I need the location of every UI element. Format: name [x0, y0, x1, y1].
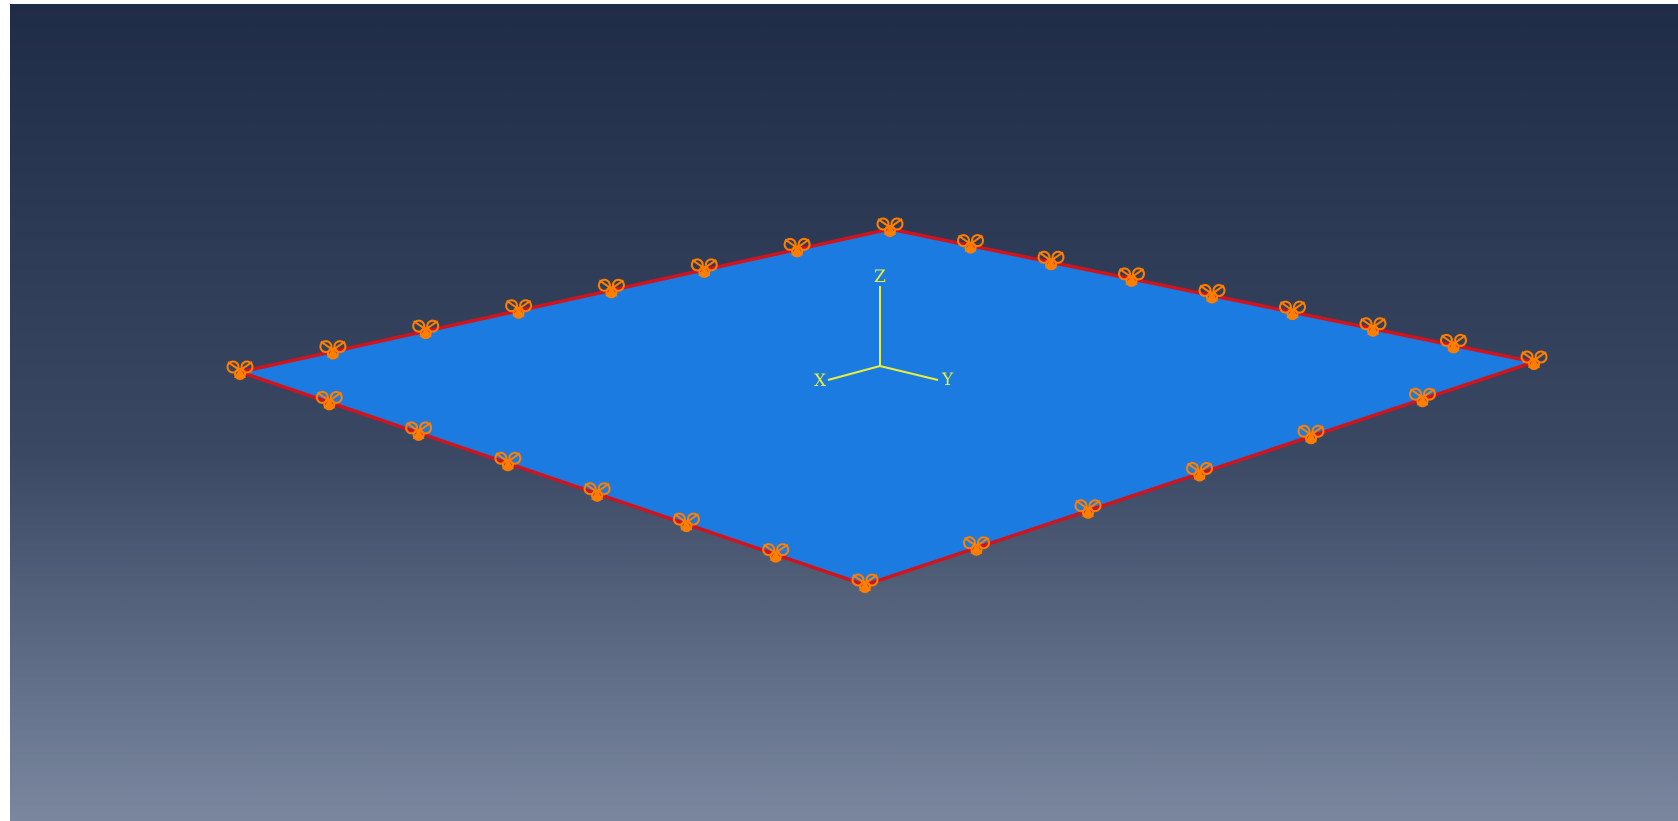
- x-axis-line: [827, 365, 881, 381]
- coordinate-triad: [827, 286, 939, 381]
- x-axis-label: X: [814, 371, 827, 391]
- graphics-viewport[interactable]: Z X Y: [10, 4, 1678, 821]
- model-scene[interactable]: Z X Y: [10, 4, 1678, 821]
- y-axis-label: Y: [941, 370, 954, 390]
- z-axis-label: Z: [874, 267, 886, 287]
- y-axis-line: [879, 365, 939, 381]
